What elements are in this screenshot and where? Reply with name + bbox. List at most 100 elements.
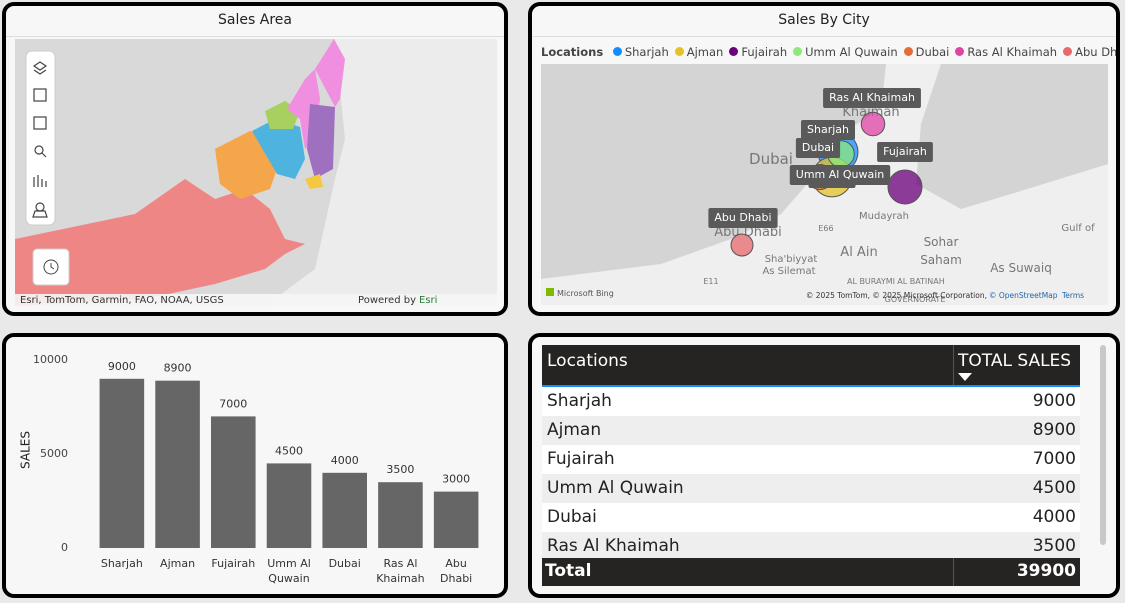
bubble-label-box xyxy=(708,208,778,228)
value-label: 4500 xyxy=(275,444,303,457)
table: Locations TOTAL SALES Sharjah 9000 Ajman 89… xyxy=(542,345,1080,594)
map-place-label: Mudayrah xyxy=(859,211,909,222)
legend-swatch xyxy=(674,47,684,56)
map-place-label: Dubai xyxy=(749,150,793,168)
legend-item: Sharjah xyxy=(612,45,669,59)
legend-label: Fujairah xyxy=(741,45,788,59)
bubble-label: Abu Dhabi xyxy=(708,208,778,228)
bar xyxy=(433,491,479,548)
table-row[interactable]: Ras Al Khaimah 3500 xyxy=(542,532,1080,562)
table-cell: 4000 xyxy=(1032,507,1076,527)
powered-by: Powered by xyxy=(358,295,416,306)
panel-title: Sales By City xyxy=(778,12,870,28)
legend-item: Fujairah xyxy=(729,45,787,59)
bubble-label-text: Sharjah xyxy=(807,123,849,136)
legend-label: Dubai xyxy=(915,45,950,59)
map-place-label: As Silemat xyxy=(762,266,815,277)
value-label: 9000 xyxy=(108,360,136,373)
bubble-label-box xyxy=(877,142,933,162)
bubble-label-text: Abu Dhabi xyxy=(714,211,771,224)
x-tick-label: Abu Dhabi xyxy=(440,557,473,585)
x-tick-label: Sharjah xyxy=(100,557,143,570)
table-total-row: Total 39900 xyxy=(542,558,1080,586)
table-row[interactable]: Dubai 4000 xyxy=(542,503,1080,533)
legend-item: Abu Dhabi xyxy=(1063,45,1118,59)
bar xyxy=(211,416,256,548)
x-tick-label: Dubai xyxy=(328,557,361,570)
bubble-label-text: Umm Al Quwain xyxy=(796,168,884,181)
bar xyxy=(322,472,367,548)
table-row[interactable]: Umm Al Quwain 4500 xyxy=(542,474,1080,504)
legend-label: Sharjah xyxy=(624,45,669,59)
map-place-label: GOVERNORATE xyxy=(885,295,946,304)
legend-swatch xyxy=(903,47,913,56)
city-bubble xyxy=(887,169,923,205)
table-cell: 7000 xyxy=(1032,449,1076,469)
table-cell: Ras Al Khaimah xyxy=(547,536,680,556)
city-bubble xyxy=(860,111,886,137)
legend-item: Dubai xyxy=(903,45,950,59)
table-cell: 9000 xyxy=(1032,391,1076,411)
legend-swatch xyxy=(729,47,739,56)
legend-label: Abu Dhabi xyxy=(1075,45,1118,59)
table-panel: Locations TOTAL SALES Sharjah 9000 Ajman 89… xyxy=(528,333,1120,598)
table-cell: 39900 xyxy=(1016,561,1076,581)
value-label: 3500 xyxy=(386,463,414,476)
legend-item: Ras Al Khaimah xyxy=(955,45,1057,59)
legend: Locations Sharjah Ajman Fujairah Umm Al Quw… xyxy=(541,45,1118,59)
table-row[interactable]: Ajman 8900 xyxy=(542,416,1080,446)
bar xyxy=(266,463,312,548)
bubble-label: Sharjah xyxy=(801,120,855,140)
legend-title: Locations xyxy=(541,45,604,59)
y-tick-label: 10000 xyxy=(33,353,68,366)
esri-link[interactable]: Esri xyxy=(419,295,437,306)
map-place-label: As Suwaiq xyxy=(990,261,1052,275)
legend-swatch xyxy=(955,47,965,56)
table-cell: 3500 xyxy=(1032,536,1076,556)
table-row[interactable]: Fujairah 7000 xyxy=(542,445,1080,475)
brand-logo xyxy=(546,288,554,296)
scrollbar[interactable] xyxy=(1100,345,1106,545)
column-header[interactable]: TOTAL SALES xyxy=(958,351,1072,371)
table-cell: Fujairah xyxy=(547,449,615,469)
bar xyxy=(378,482,423,548)
legend-label: Ras Al Khaimah xyxy=(967,45,1058,59)
map-brand: Microsoft Bing xyxy=(557,289,614,298)
osm-link[interactable]: © OpenStreetMap xyxy=(989,291,1058,300)
bubble-label: Dubai xyxy=(795,138,841,158)
bar xyxy=(99,378,145,548)
column-header[interactable]: Locations xyxy=(547,351,628,371)
map-place-label: AL BURAYMI xyxy=(847,277,895,286)
x-tick-label: Ajman xyxy=(160,557,196,570)
bubble-label-box xyxy=(789,165,891,185)
bubble-label-text: Dubai xyxy=(802,141,834,154)
terms-link[interactable]: Terms xyxy=(1061,291,1084,300)
city-bubble xyxy=(730,233,754,257)
cell-divider xyxy=(953,558,954,586)
map-place-label: E11 xyxy=(703,277,718,286)
legend-label: Ajman xyxy=(686,45,724,59)
bubble-label: Fujairah xyxy=(877,142,933,162)
sort-arrow[interactable] xyxy=(958,373,972,381)
y-axis-label: SALES xyxy=(19,431,33,469)
bubble-label: Umm Al Quwain xyxy=(789,165,891,185)
bar-chart: SALES 0 5000 10000 9000 8900 7000 4500 4000 3500… xyxy=(19,353,479,554)
legend-swatch xyxy=(793,47,803,56)
table-row[interactable]: Sharjah 9000 xyxy=(542,387,1080,417)
bubble-label-box xyxy=(801,120,855,140)
map-place-label: Sha'biyyat xyxy=(765,254,818,265)
map-attribution: Esri, TomTom, Garmin, FAO, NOAA, USGS xyxy=(20,295,224,306)
y-tick-label: 0 xyxy=(61,541,68,554)
legend-swatch xyxy=(1063,47,1073,56)
map-copyright: © 2025 TomTom, © 2025 Microsoft Corporat… xyxy=(806,291,987,300)
sales-by-city-panel: Sales By City Locations Sharjah Ajman Fuja… xyxy=(528,2,1120,316)
bubble-label-text: Fujairah xyxy=(883,145,927,158)
table-cell: 4500 xyxy=(1032,478,1076,498)
legend-label: Umm Al Quwain xyxy=(805,45,898,59)
table-cell: Sharjah xyxy=(547,391,612,411)
map-place-label: Al Ain xyxy=(840,245,877,260)
table-header: Locations TOTAL SALES xyxy=(542,345,1080,387)
table-cell: Umm Al Quwain xyxy=(547,478,684,498)
sales-area-panel: Sales Area Esri, TomTom, Garmin, FAO, NO… xyxy=(2,2,508,316)
